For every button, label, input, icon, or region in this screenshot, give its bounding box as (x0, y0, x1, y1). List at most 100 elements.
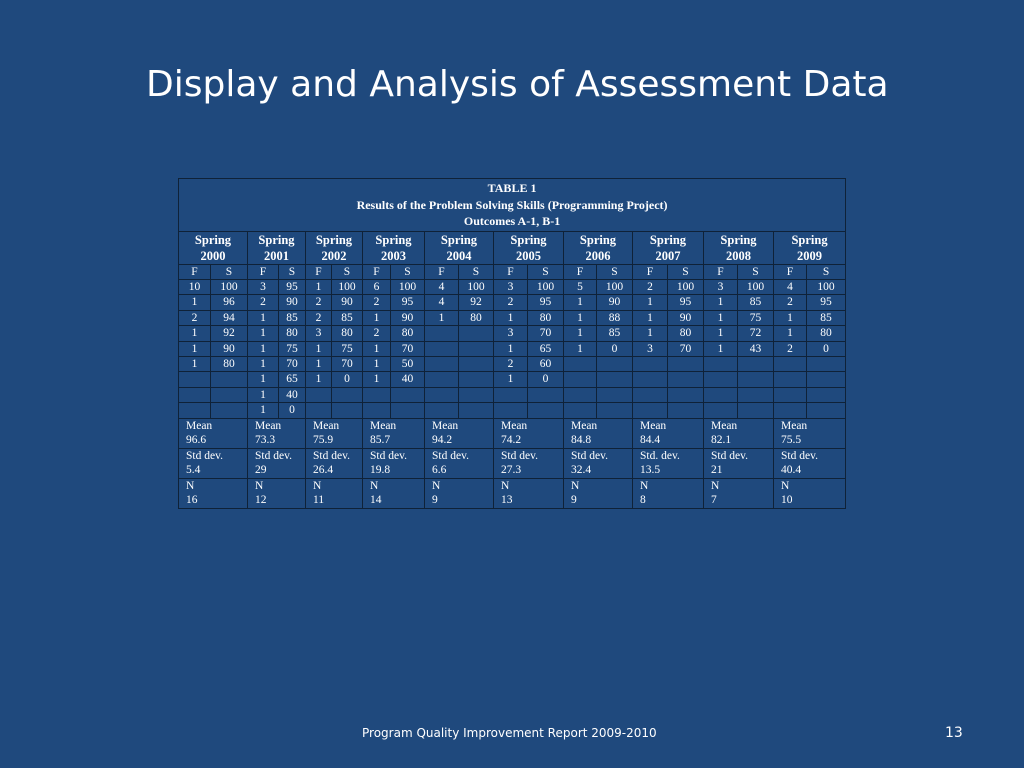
score-cell: 100 (458, 278, 494, 296)
frequency-cell: 3 (493, 325, 528, 342)
frequency-cell (773, 371, 807, 388)
semester-year: 2006 (585, 248, 611, 263)
score-cell: 85 (596, 325, 633, 342)
stat-value: 9 (571, 494, 577, 507)
frequency-header: F (247, 263, 279, 280)
caption-table-number: TABLE 1 (487, 181, 537, 195)
frequency-cell: 1 (563, 325, 597, 342)
stat-label: Std dev. (781, 449, 818, 462)
score-cell: 90 (278, 294, 306, 311)
frequency-cell (305, 386, 332, 404)
semester-header: Spring 2005 (493, 230, 564, 265)
frequency-cell: 2 (362, 294, 391, 311)
frequency-cell (563, 355, 597, 373)
score-header: S (667, 263, 704, 280)
stat-cell: Mean 85.7 (362, 417, 425, 449)
score-cell (210, 402, 248, 419)
score-cell: 40 (278, 386, 306, 404)
semester-header: Spring 2002 (305, 230, 363, 265)
stat-label: Mean (370, 419, 397, 432)
slide-title: Display and Analysis of Assessment Data (146, 64, 889, 105)
score-cell: 90 (210, 340, 248, 357)
score-header: S (596, 263, 633, 280)
stat-label: N (571, 479, 580, 492)
stat-value: 94.2 (432, 434, 453, 447)
score-cell: 43 (737, 340, 774, 357)
score-cell: 95 (527, 294, 564, 311)
frequency-cell: 10 (178, 278, 211, 296)
score-cell: 0 (805, 340, 847, 357)
stat-value: 73.3 (255, 434, 276, 447)
table-caption: TABLE 1 Results of the Problem Solving S… (177, 178, 847, 232)
frequency-cell: 1 (305, 340, 332, 357)
frequency-cell: 1 (703, 294, 738, 311)
stat-value: 75.9 (313, 434, 334, 447)
frequency-cell: 1 (563, 294, 597, 311)
stat-cell: Std dev. 32.4 (563, 447, 633, 479)
score-cell: 90 (667, 309, 704, 327)
page-number: 13 (945, 725, 963, 741)
score-cell: 85 (331, 309, 363, 327)
score-cell (596, 371, 633, 388)
semester-term: Spring (440, 232, 478, 247)
stat-value: 84.4 (640, 434, 661, 447)
stat-cell: N 12 (247, 477, 306, 509)
table-row: 10 100 3 95 1 100 6 100 4 100 3 100 5 100 2 100 3 100 4 100 (178, 278, 847, 296)
frequency-cell: 1 (178, 325, 211, 342)
score-cell: 0 (278, 402, 306, 419)
frequency-cell: 1 (703, 340, 738, 357)
stat-label: N (255, 479, 264, 492)
stat-label: Mean (255, 419, 282, 432)
frequency-cell: 1 (632, 325, 668, 342)
stat-label: Std dev. (370, 449, 407, 462)
semester-year: 2000 (200, 248, 226, 263)
score-cell: 80 (458, 309, 494, 327)
score-cell: 80 (390, 325, 425, 342)
stat-cell: Std dev. 29 (247, 447, 306, 479)
semester-header: Spring 2008 (703, 230, 774, 265)
score-cell (527, 386, 564, 404)
score-cell (458, 325, 494, 342)
stat-label: Std dev. (313, 449, 350, 462)
score-cell: 85 (805, 309, 847, 327)
score-cell: 80 (667, 325, 704, 342)
table-row: 1 90 1 75 1 75 1 70 1 65 1 0 3 70 1 43 2 0 (178, 340, 847, 357)
frequency-cell: 1 (247, 309, 279, 327)
frequency-cell: 4 (424, 294, 459, 311)
frequency-cell: 1 (247, 355, 279, 373)
frequency-header: F (563, 263, 597, 280)
frequency-cell: 1 (563, 340, 597, 357)
semester-term: Spring (510, 232, 547, 247)
score-header: S (458, 263, 494, 280)
frequency-header: F (703, 263, 738, 280)
frequency-cell: 1 (178, 355, 211, 373)
frequency-cell: 3 (493, 278, 528, 296)
score-cell: 100 (596, 278, 633, 296)
frequency-cell: 1 (362, 340, 391, 357)
score-header: S (527, 263, 564, 280)
score-cell: 100 (331, 278, 363, 296)
score-cell (210, 386, 248, 404)
stat-value: 75.5 (781, 434, 802, 447)
score-cell (458, 371, 494, 388)
stat-cell: Mean 84.4 (632, 417, 704, 449)
score-header: S (278, 263, 306, 280)
frequency-cell (178, 371, 211, 388)
score-cell (737, 386, 774, 404)
frequency-cell: 4 (773, 278, 807, 296)
semester-year: 2002 (321, 248, 347, 263)
semester-term: Spring (791, 232, 828, 247)
frequency-cell: 1 (362, 371, 391, 388)
stat-value: 16 (186, 494, 198, 507)
score-cell (331, 402, 363, 419)
score-cell (390, 386, 425, 404)
stat-value: 8 (640, 494, 646, 507)
frequency-cell (362, 386, 391, 404)
score-cell: 65 (527, 340, 564, 357)
frequency-cell (632, 386, 668, 404)
stat-cell: Mean 82.1 (703, 417, 774, 449)
frequency-cell: 1 (247, 340, 279, 357)
stat-label: Mean (313, 419, 340, 432)
